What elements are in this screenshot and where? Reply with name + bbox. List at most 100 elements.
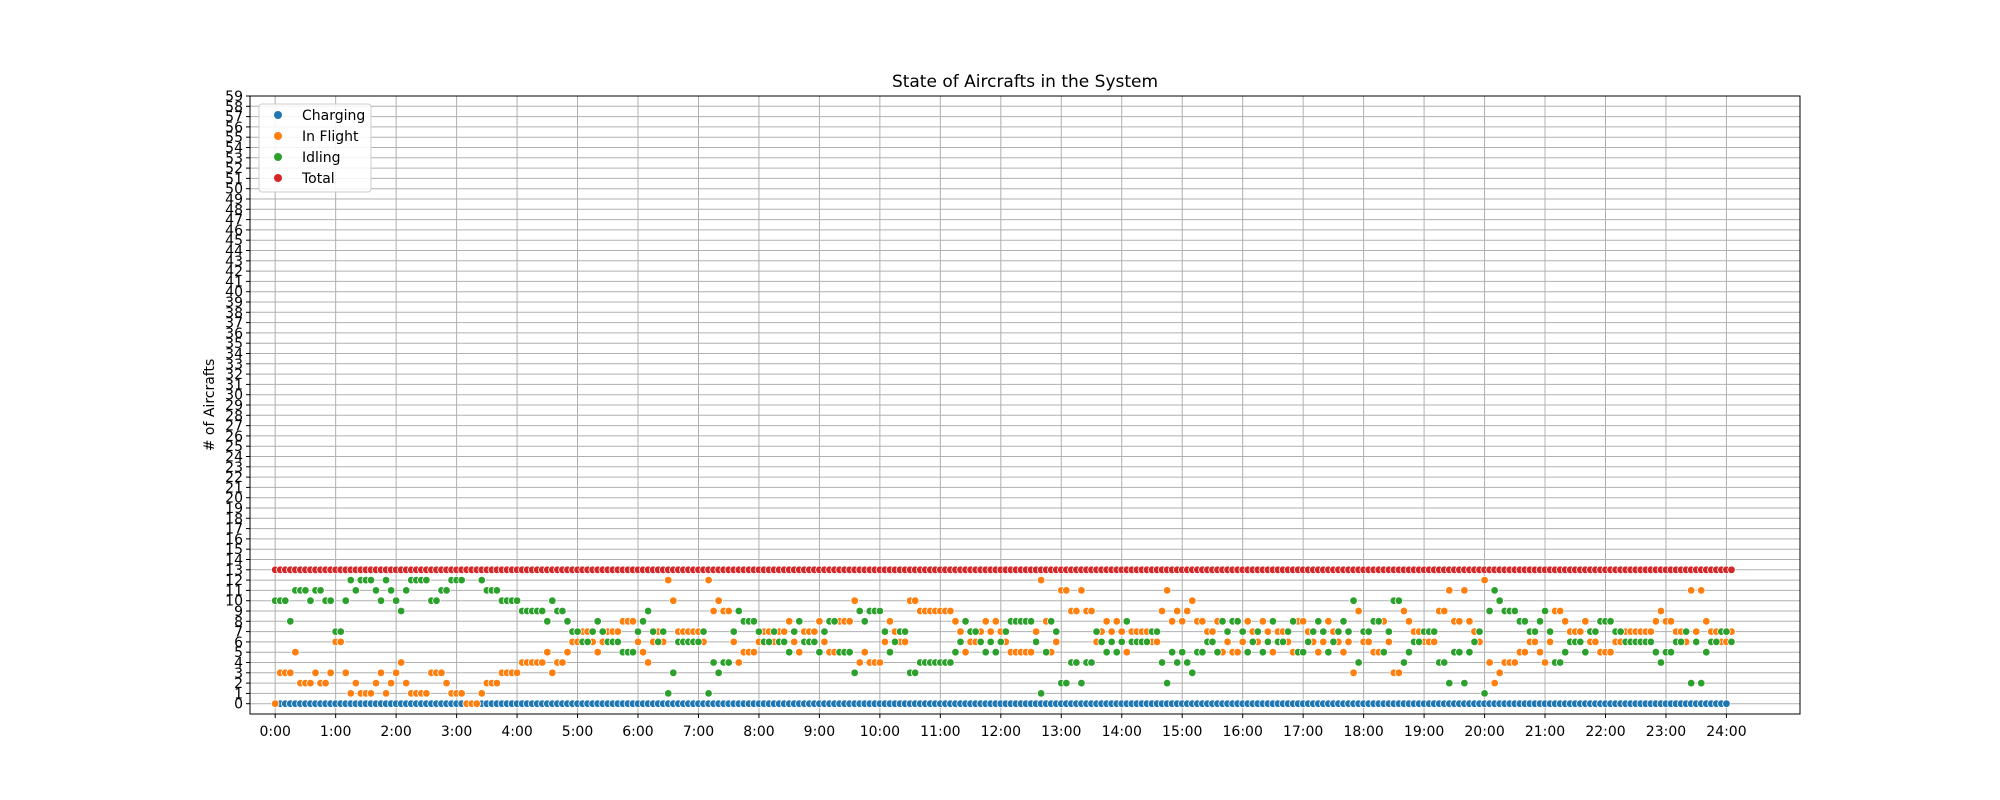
point — [709, 658, 718, 667]
point — [981, 648, 990, 657]
point — [1314, 648, 1323, 657]
point — [1324, 648, 1333, 657]
point — [860, 617, 869, 626]
point — [1686, 586, 1696, 595]
point — [422, 689, 431, 698]
point — [291, 648, 300, 657]
point — [1268, 617, 1278, 626]
point — [558, 658, 567, 667]
y-tick-label: 18 — [225, 511, 243, 527]
point — [1394, 668, 1404, 677]
y-tick-label: 31 — [225, 377, 243, 393]
y-tick-label: 52 — [225, 161, 243, 177]
point — [643, 606, 653, 616]
y-tick-label: 21 — [225, 480, 243, 496]
point — [1309, 627, 1318, 636]
point — [326, 596, 335, 605]
point — [633, 637, 643, 647]
point — [1384, 627, 1394, 636]
point — [1591, 627, 1600, 636]
point — [1208, 637, 1217, 647]
point — [885, 648, 895, 657]
point — [1188, 668, 1197, 677]
point — [336, 637, 345, 647]
point — [910, 668, 920, 677]
point — [593, 648, 602, 657]
point — [1429, 637, 1439, 647]
point — [1560, 648, 1570, 657]
point — [1712, 637, 1721, 647]
legend-label: Charging — [302, 108, 365, 124]
y-tick-label: 25 — [225, 439, 243, 455]
point — [1097, 637, 1106, 647]
y-tick-label: 33 — [225, 357, 243, 373]
point — [1208, 627, 1217, 636]
point — [512, 668, 522, 677]
point — [694, 637, 703, 647]
point — [1178, 648, 1187, 657]
point — [1283, 627, 1293, 636]
point — [1535, 648, 1545, 657]
point — [321, 678, 330, 688]
legend-marker — [274, 111, 282, 119]
point — [1646, 627, 1656, 636]
x-tick-label: 17:00 — [1283, 724, 1323, 740]
point — [1319, 627, 1328, 636]
point — [1697, 678, 1706, 688]
point — [1555, 658, 1565, 667]
point — [1198, 617, 1207, 626]
point — [1263, 627, 1273, 636]
point — [1591, 637, 1600, 647]
point — [910, 596, 920, 605]
point — [286, 617, 295, 626]
legend-label: Idling — [302, 150, 341, 166]
point — [492, 678, 502, 688]
point — [653, 637, 663, 647]
point — [1656, 606, 1666, 616]
x-tick-label: 9:00 — [804, 724, 835, 740]
point — [956, 627, 965, 636]
point — [734, 606, 743, 616]
point — [900, 627, 910, 636]
point — [1455, 617, 1464, 626]
point — [664, 575, 673, 585]
point — [643, 658, 653, 667]
y-tick-label: 14 — [225, 553, 243, 569]
x-tick-label: 18:00 — [1343, 724, 1383, 740]
point — [1087, 658, 1096, 667]
point — [1445, 678, 1454, 688]
point — [1440, 606, 1449, 616]
point — [991, 617, 1000, 626]
x-tick-label: 19:00 — [1404, 724, 1444, 740]
point — [1475, 627, 1484, 636]
point — [543, 617, 552, 626]
point — [1520, 617, 1530, 626]
point — [1288, 617, 1298, 626]
point — [795, 617, 804, 626]
point — [790, 627, 799, 636]
point — [784, 648, 794, 657]
point — [1117, 627, 1126, 636]
y-tick-label: 2 — [234, 676, 243, 692]
point — [1072, 606, 1081, 616]
point — [1540, 606, 1550, 616]
point — [1379, 648, 1388, 657]
point — [946, 606, 955, 616]
point — [1077, 678, 1086, 688]
point — [820, 637, 829, 647]
point — [371, 586, 381, 595]
point — [402, 678, 411, 688]
point — [1087, 606, 1096, 616]
point — [381, 689, 391, 698]
y-tick-label: 15 — [225, 542, 243, 558]
point — [971, 627, 980, 636]
point — [1112, 648, 1121, 657]
point — [638, 617, 648, 626]
y-tick-label: 4 — [234, 656, 243, 672]
point — [638, 648, 648, 657]
point — [1490, 678, 1499, 688]
point — [1646, 637, 1656, 647]
point — [1319, 637, 1328, 647]
point — [1142, 637, 1152, 647]
x-tick-label: 8:00 — [743, 724, 774, 740]
